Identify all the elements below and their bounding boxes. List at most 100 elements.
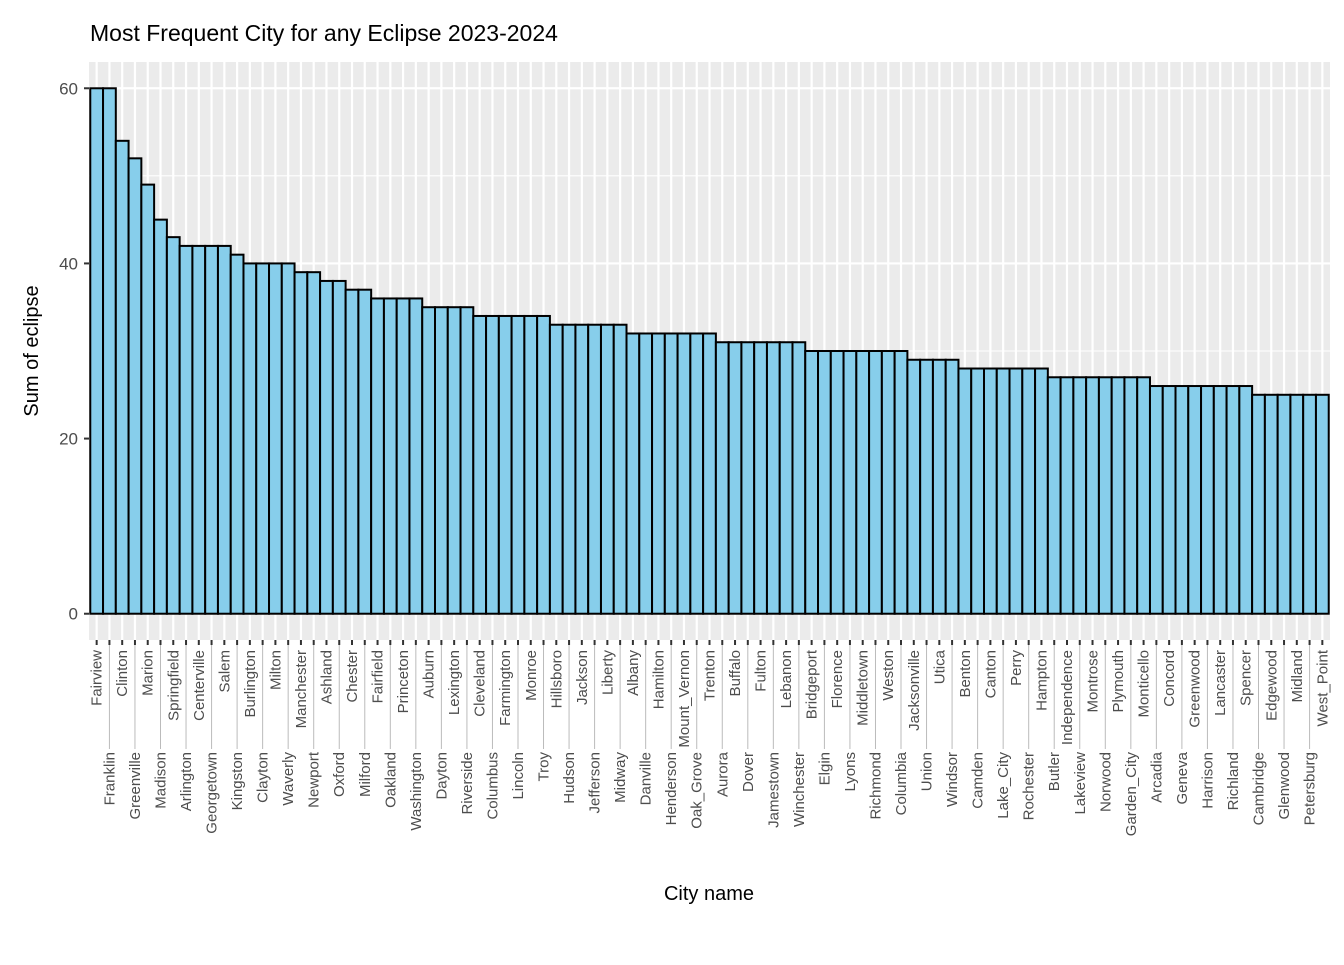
bar-richland [1225,385,1241,615]
x-tick-label: Plymouth [1110,650,1127,713]
x-tick-label: Clinton [114,650,131,697]
x-tick-label: Buffalo [727,650,744,696]
bar-bridgeport [804,350,820,615]
bar-glenwood [1276,393,1292,615]
x-tick-label: Clayton [255,752,272,803]
bar-greenwood [1187,385,1203,615]
bar-mount-vernon [676,332,692,615]
x-tick-label: Glenwood [1276,752,1293,820]
y-tick-label: 0 [69,605,78,624]
bar-henderson [663,332,679,615]
bar-princeton [395,297,411,615]
x-tick-label: Utica [931,649,948,684]
x-tick-label: Springfield [165,650,182,721]
x-tick-label: Arcadia [1148,751,1165,803]
x-tick-label: Monroe [523,650,540,701]
x-tick-label: Arlington [178,752,195,811]
x-tick-label: Hampton [1033,650,1050,711]
x-tick-label: Jackson [574,650,591,705]
bar-fairview [89,87,105,615]
bar-fulton [753,341,768,615]
bar-jamestown [765,341,781,615]
bar-butler [1046,376,1062,615]
bar-clayton [255,262,271,615]
x-tick-label: Canton [982,650,999,698]
bar-concord [1161,385,1177,615]
x-tick-label: Georgetown [204,752,221,834]
x-tick-label: Richland [1225,752,1242,810]
x-tick-label: Milford [357,752,374,797]
bar-independence [1059,376,1075,615]
bar-union [919,358,934,615]
x-axis-title: City name [664,883,754,905]
bar-west-point [1314,393,1330,615]
x-tick-label: Fairview [89,650,106,706]
bar-kingston [229,253,245,615]
x-tick-label: Madison [152,752,169,809]
bar-riverside [459,306,475,615]
x-tick-label: Danville [638,752,655,805]
bar-chester [344,288,360,615]
bar-canton [983,367,998,615]
x-tick-label: West_Point [1314,649,1331,726]
bar-geneva [1174,385,1190,615]
bar-garden-city [1123,376,1139,615]
bar-trenton [702,332,717,615]
bar-weston [880,350,896,615]
bar-hamilton [651,332,666,615]
x-tick-label: Troy [536,752,553,782]
x-tick-label: Lexington [446,650,463,715]
x-tick-label: Chester [344,650,361,703]
bar-hudson [561,323,577,615]
bar-auburn [421,306,436,615]
bar-washington [408,297,424,615]
x-tick-label: Ashland [318,650,335,704]
x-tick-label: Centerville [191,650,208,721]
bar-lakeview [1072,376,1088,615]
x-tick-label: Edgewood [1263,650,1280,721]
x-tick-label: Jefferson [587,752,604,813]
x-tick-label: Butler [1046,752,1063,791]
x-tick-label: Harrison [1199,752,1216,809]
bar-lincoln [510,314,526,615]
x-tick-label: Lyons [842,752,859,791]
x-tick-label: Independence [1059,650,1076,745]
y-axis: 0 20 40 60 [59,79,89,624]
x-tick-label: Greenwood [1187,650,1204,728]
bar-utica [931,358,947,615]
x-tick-label: Winchester [791,752,808,827]
x-tick-label: Florence [829,650,846,708]
x-tick-label: Petersburg [1302,752,1319,825]
x-tick-label: Bridgeport [804,649,821,719]
x-tick-label: Lancaster [1212,650,1229,716]
x-tick-label: Henderson [663,752,680,825]
y-axis-title: Sum of eclipse [21,285,43,416]
bar-burlington [242,262,258,615]
bar-ashland [319,279,334,615]
bar-milford [357,288,373,615]
bar-lancaster [1212,385,1228,615]
x-tick-label: Spencer [1238,650,1255,706]
x-tick-label: Auburn [421,650,438,698]
bar-cambridge [1251,393,1266,615]
x-tick-label: Mount_Vernon [676,650,693,748]
x-tick-label: Waverly [280,752,297,806]
x-tick-label: Greenville [127,752,144,820]
x-tick-label: Washington [408,752,425,831]
bar-edgewood [1263,393,1279,615]
bar-cleveland [472,314,488,615]
x-tick-label: Aurora [714,751,731,797]
bar-albany [625,332,641,615]
bar-hillsboro [548,323,564,615]
bar-lake-city [995,367,1011,615]
bar-fairfield [370,297,385,615]
bar-marion [140,183,156,615]
bar-madison [153,218,168,615]
bar-manchester [293,271,309,615]
bar-windsor [944,358,960,615]
bar-oakland [382,297,398,615]
bar-plymouth [1110,376,1126,615]
x-tick-label: Newport [306,751,323,808]
bar-lebanon [778,341,794,615]
bar-greenville [127,157,143,615]
